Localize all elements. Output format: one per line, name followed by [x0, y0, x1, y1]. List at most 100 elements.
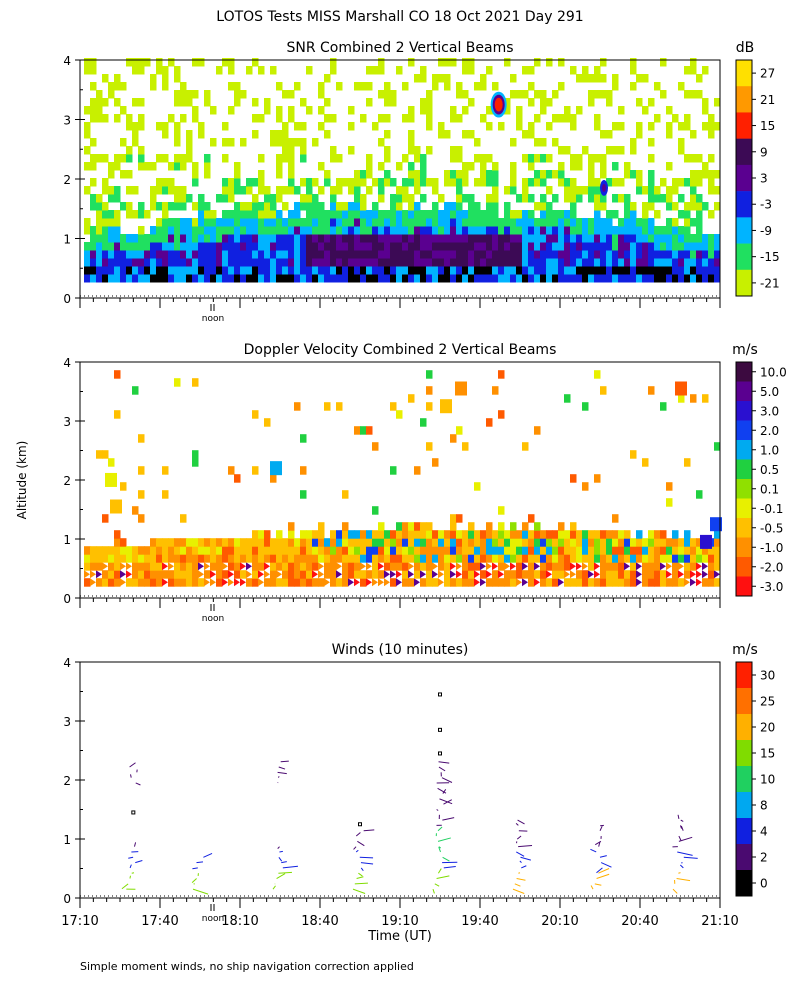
heatmap-cell	[594, 74, 601, 83]
heatmap-cell	[354, 202, 361, 211]
heatmap-cell	[360, 218, 367, 227]
wind-barb	[519, 860, 522, 863]
heatmap-cell	[390, 466, 397, 475]
heatmap-cell	[468, 162, 475, 171]
wind-barb	[596, 873, 610, 880]
heatmap-cell	[114, 194, 121, 203]
heatmap-cell	[138, 122, 145, 131]
heatmap-cell	[486, 266, 493, 275]
heatmap-cell	[666, 122, 673, 131]
heatmap-cell	[108, 458, 115, 467]
heatmap-cell	[360, 554, 367, 563]
heatmap-cell	[708, 274, 715, 283]
heatmap-cell	[312, 234, 319, 243]
heatmap-cell	[102, 546, 109, 555]
heatmap-cell	[654, 114, 661, 123]
heatmap-cell	[474, 242, 481, 251]
heatmap-cell	[636, 546, 643, 555]
heatmap-cell	[384, 546, 391, 555]
heatmap-cell	[312, 250, 319, 259]
heatmap-cell	[612, 546, 619, 555]
heatmap-cell	[426, 90, 433, 99]
heatmap-cell	[132, 58, 139, 67]
heatmap-cell	[630, 58, 637, 67]
heatmap-cell	[498, 274, 505, 283]
heatmap-cell	[408, 274, 415, 283]
heatmap-cell	[264, 578, 271, 587]
heatmap-cell	[276, 162, 283, 171]
heatmap-cell	[324, 250, 331, 259]
velocity-chevron	[96, 570, 102, 579]
heatmap-cell	[672, 562, 679, 571]
heatmap-cell	[414, 266, 421, 275]
plot-area	[84, 58, 721, 283]
heatmap-cell	[360, 170, 367, 179]
heatmap-cell	[570, 578, 577, 587]
heatmap-cell	[306, 538, 313, 547]
heatmap-cell	[612, 274, 619, 283]
colorbar-label: 27	[760, 67, 775, 81]
heatmap-cell	[252, 538, 259, 547]
heatmap-cell	[408, 394, 415, 403]
heatmap-cell	[420, 258, 427, 267]
heatmap-cell	[114, 242, 121, 251]
heatmap-cell	[306, 578, 313, 587]
heatmap-cell	[270, 578, 277, 587]
heatmap-cell	[684, 570, 691, 579]
heatmap-cell	[390, 530, 397, 539]
heatmap-cell	[138, 578, 145, 587]
heatmap-cell	[342, 226, 349, 235]
heatmap-cell	[456, 170, 463, 179]
heatmap-cell	[456, 114, 463, 123]
heatmap-cell	[504, 58, 511, 67]
heatmap-cell	[522, 226, 529, 235]
snr-feature	[602, 183, 606, 192]
heatmap-cell	[456, 538, 463, 547]
heatmap-cell	[486, 122, 493, 131]
heatmap-cell	[480, 274, 487, 283]
heatmap-cell	[138, 226, 145, 235]
wind-barb	[352, 888, 366, 894]
heatmap-cell	[516, 90, 523, 99]
heatmap-cell	[396, 202, 403, 211]
heatmap-cell	[258, 218, 265, 227]
heatmap-cell	[90, 226, 97, 235]
heatmap-cell	[186, 250, 193, 259]
heatmap-cell	[234, 178, 241, 187]
velocity-chevron	[198, 562, 204, 571]
heatmap-cell	[648, 194, 655, 203]
heatmap-cell	[366, 538, 373, 547]
heatmap-cell	[114, 538, 121, 547]
heatmap-cell	[642, 554, 649, 563]
heatmap-cell	[618, 194, 625, 203]
heatmap-cell	[648, 242, 655, 251]
heatmap-cell	[498, 506, 505, 515]
heatmap-cell	[696, 490, 703, 499]
heatmap-cell	[156, 266, 163, 275]
heatmap-cell	[552, 562, 559, 571]
heatmap-cell	[372, 234, 379, 243]
heatmap-cell	[480, 250, 487, 259]
heatmap-cell	[666, 578, 673, 587]
heatmap-cell	[216, 242, 223, 251]
heatmap-cell	[162, 226, 169, 235]
heatmap-cell	[522, 234, 529, 243]
heatmap-cell	[558, 114, 565, 123]
heatmap-cell	[582, 274, 589, 283]
heatmap-cell	[564, 106, 571, 115]
heatmap-cell	[288, 114, 295, 123]
heatmap-cell	[360, 570, 367, 579]
heatmap-cell	[384, 82, 391, 91]
heatmap-cell	[354, 186, 361, 195]
heatmap-cell	[474, 530, 481, 539]
heatmap-cell	[582, 266, 589, 275]
heatmap-cell	[186, 242, 193, 251]
heatmap-cell	[606, 210, 613, 219]
heatmap-cell	[504, 530, 511, 539]
heatmap-cell	[228, 106, 235, 115]
heatmap-cell	[276, 82, 283, 91]
heatmap-cell	[648, 530, 655, 539]
heatmap-cell	[90, 82, 97, 91]
heatmap-cell	[402, 154, 409, 163]
heatmap-cell	[396, 562, 403, 571]
